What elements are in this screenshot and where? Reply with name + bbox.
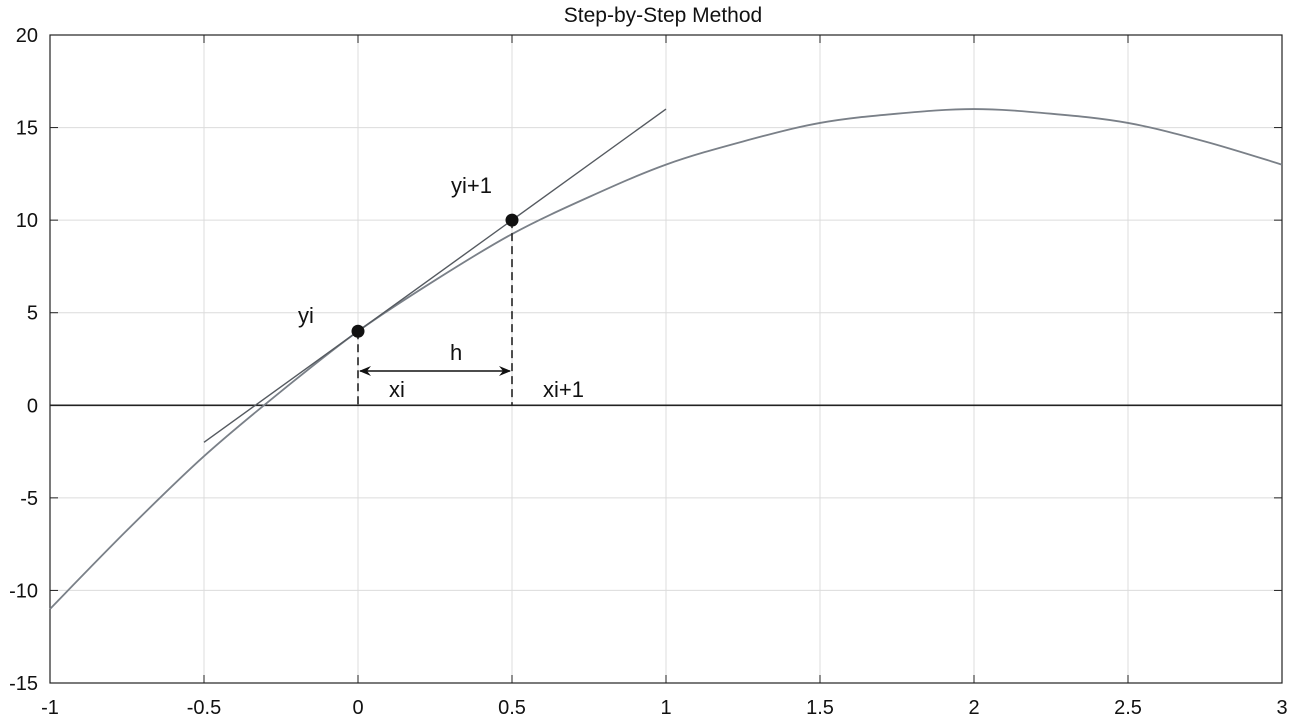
label-xi: xi — [389, 377, 405, 402]
x-tick-label: 1 — [660, 697, 671, 719]
label-yi: yi — [298, 303, 314, 328]
label-h: h — [450, 340, 462, 365]
series-layer — [49, 108, 1283, 610]
y-tick-label: 15 — [16, 118, 38, 140]
x-tick-label: 2.5 — [1114, 697, 1142, 719]
x-tick-label: -0.5 — [187, 697, 221, 719]
data-point — [351, 324, 365, 338]
function-curve — [49, 108, 1283, 610]
y-axis-ticks: -15 -10 -5 0 5 10 15 20 — [9, 25, 1282, 695]
points — [351, 213, 519, 338]
y-tick-label: 20 — [16, 25, 38, 47]
label-xi1: xi+1 — [543, 377, 584, 402]
label-yi1: yi+1 — [451, 173, 492, 198]
x-tick-label: 0.5 — [498, 697, 526, 719]
x-tick-label: 0 — [352, 697, 363, 719]
data-point — [505, 213, 519, 227]
y-tick-label: -5 — [20, 488, 38, 510]
y-tick-label: -15 — [9, 673, 38, 695]
tangent-line — [203, 108, 667, 443]
y-tick-label: 0 — [27, 395, 38, 417]
x-tick-label: 3 — [1276, 697, 1287, 719]
grid — [50, 35, 1282, 683]
y-tick-label: 10 — [16, 210, 38, 232]
x-axis-ticks: -1 -0.5 0 0.5 1 1.5 2 2.5 3 — [41, 35, 1288, 719]
x-tick-label: 1.5 — [806, 697, 834, 719]
x-tick-label: -1 — [41, 697, 59, 719]
annotations: h xi xi+1 yi yi+1 — [298, 173, 584, 406]
y-tick-label: -10 — [9, 580, 38, 602]
chart-title: Step-by-Step Method — [564, 4, 762, 27]
x-tick-label: 2 — [968, 697, 979, 719]
y-tick-label: 5 — [27, 303, 38, 325]
